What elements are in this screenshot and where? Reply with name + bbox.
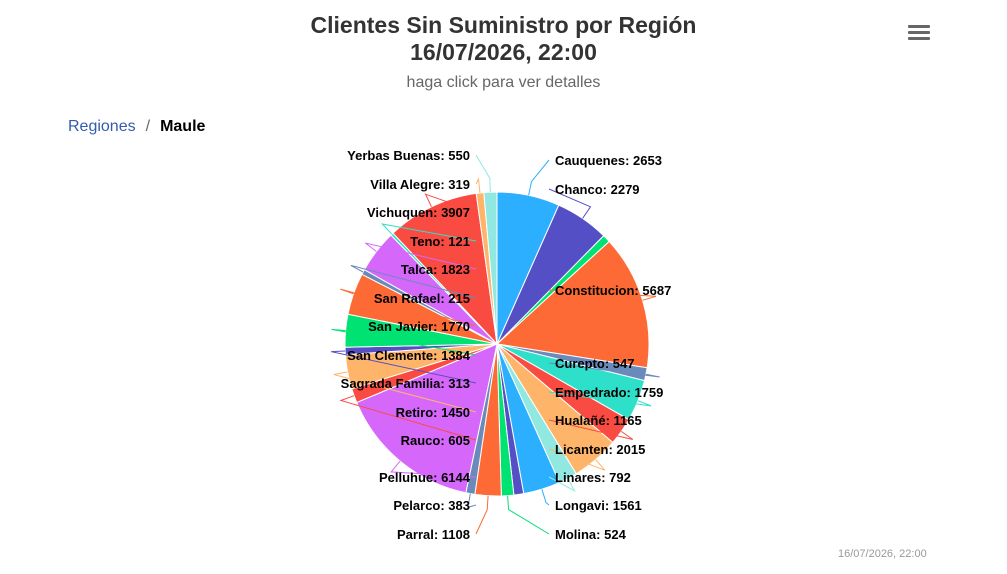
data-label-rauco: Rauco: 605 [401, 433, 470, 448]
data-label-talca: Talca: 1823 [401, 262, 470, 277]
data-label-vichuquen: Vichuquen: 3907 [367, 205, 470, 220]
connector-linares [548, 476, 576, 493]
data-label-constitucion: Constitucion: 5687 [555, 283, 671, 298]
data-label-villa-alegre: Villa Alegre: 319 [370, 177, 470, 192]
data-label-longavi: Longavi: 1561 [555, 498, 642, 513]
breadcrumb-regiones-link[interactable]: Regiones [68, 118, 136, 135]
connector-villa-alegre [475, 177, 481, 194]
data-label-yerbas-buenas: Yerbas Buenas: 550 [347, 148, 470, 163]
data-label-pelarco: Pelarco: 383 [393, 498, 470, 513]
connector-hualane [548, 419, 634, 440]
pie-slice-pelluhue[interactable] [356, 343, 498, 494]
connector-rauco [339, 395, 477, 441]
pie-slice-constitucion[interactable] [495, 240, 650, 369]
connector-pelluhue [390, 460, 477, 478]
breadcrumb-separator: / [145, 118, 151, 135]
connector-san-clemente [331, 328, 477, 356]
data-label-san-clemente: San Clemente: 1384 [347, 348, 471, 363]
hamburger-menu-icon[interactable] [904, 22, 934, 48]
chart-subtitle: haga click para ver detalles [406, 74, 601, 91]
data-label-hualane: Hualañé: 1165 [555, 413, 642, 428]
data-label-chanco: Chanco: 2279 [555, 182, 640, 197]
connector-vichuquen [424, 193, 477, 213]
data-label-teno: Teno: 121 [410, 234, 470, 249]
chart-title: Clientes Sin Suministro por Región 16/07… [0, 12, 1007, 66]
connector-san-javier [340, 288, 477, 327]
connector-cauquenes [528, 159, 550, 196]
data-label-san-rafael: San Rafael: 215 [374, 291, 470, 306]
connector-parral [475, 495, 489, 535]
chart-title-line-2: 16/07/2026, 22:00 [410, 39, 597, 65]
connector-empedrado [548, 391, 652, 407]
data-label-molina: Molina: 524 [555, 527, 627, 542]
data-label-licanten: Licanten: 2015 [555, 442, 645, 457]
data-label-empedrado: Empedrado: 1759 [555, 385, 663, 400]
connector-retiro [333, 371, 477, 413]
data-label-curepto: Curepto: 547 [555, 356, 634, 371]
data-label-linares: Linares: 792 [555, 470, 631, 485]
data-label-sagrada-familia: Sagrada Familia: 313 [341, 376, 470, 391]
connector-constitucion [548, 289, 657, 301]
pie-slice-yerbas-buenas[interactable] [483, 191, 498, 345]
chart-title-line-1: Clientes Sin Suministro por Región [310, 12, 697, 38]
chart-credits: 16/07/2026, 22:00 [838, 548, 927, 560]
connector-teno [380, 223, 477, 242]
data-labels: Cauquenes: 2653 Chanco: 2279 Constitucion:… [331, 148, 671, 542]
connector-pelarco [467, 493, 477, 509]
breadcrumb-current: Maule [160, 118, 206, 135]
connector-licanten [548, 448, 606, 471]
breadcrumb: Regiones / Maule [68, 118, 205, 136]
data-label-pelluhue: Pelluhue: 6144 [379, 470, 471, 485]
data-label-san-javier: San Javier: 1770 [368, 319, 470, 334]
data-label-retiro: Retiro: 1450 [396, 405, 470, 420]
data-label-parral: Parral: 1108 [397, 527, 470, 542]
connector-yerbas-buenas [475, 154, 491, 193]
data-label-cauquenes: Cauquenes: 2653 [555, 153, 662, 168]
connector-curepto [548, 362, 660, 378]
connector-longavi [541, 489, 550, 506]
connector-san-rafael [350, 264, 477, 299]
connector-molina [507, 495, 550, 535]
connector-sagrada-familia [331, 350, 477, 384]
connector-talca [364, 242, 477, 270]
connector-chanco [548, 188, 592, 219]
